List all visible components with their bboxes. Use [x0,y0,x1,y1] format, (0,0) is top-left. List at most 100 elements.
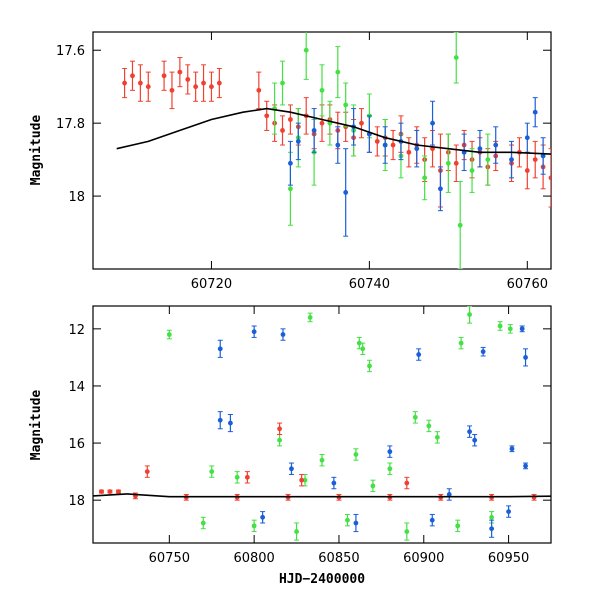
bottom-x-tick-label: 60900 [403,551,444,566]
top-red-point [264,113,270,119]
bottom-green-point [387,466,393,472]
bottom-red-point [277,426,282,432]
bottom-x-tick-label: 60950 [488,551,529,566]
bottom-red-point [244,474,250,480]
bottom-series-green [166,306,513,541]
top-red-point [169,87,175,93]
bottom-green-point [412,414,418,420]
top-y-tick-label: 17.8 [56,117,85,132]
bottom-y-tick-label: 12 [68,323,85,338]
bottom-green-point [319,457,325,463]
bottom-plot-frame [92,305,552,544]
top-blue-point [311,128,317,133]
bottom-blue-point [467,429,472,435]
top-red-point [406,149,412,155]
bottom-red-point [404,480,410,486]
top-blue-point [540,153,546,159]
bottom-y-tick-label: 14 [68,380,85,395]
bottom-green-point [426,423,432,429]
bottom-green-point [370,483,376,489]
top-red-point [453,160,459,166]
bottom-model-curve [93,493,551,498]
top-red-point [122,80,127,86]
top-y-tick-label: 17.6 [56,44,85,59]
top-y-axis-title: Magnitude [29,115,44,186]
top-blue-point [382,142,388,148]
bottom-blue-point [416,352,422,357]
bottom-blue-point [217,346,223,352]
bottom-plot-marks [93,306,551,541]
top-red-point [145,84,151,90]
bottom-green-point [353,452,359,457]
bottom-x-tick-label: 60800 [233,551,274,566]
bottom-green-point [302,477,308,483]
bottom-series-red [98,422,537,501]
bottom-green-point [367,363,372,369]
top-green-point [469,168,475,173]
bottom-blue-point [353,520,359,526]
bottom-blue-point [523,354,528,360]
top-red-point [185,77,191,82]
bottom-green-point [458,340,464,346]
bottom-blue-point [331,480,337,486]
top-red-point [532,157,538,163]
bottom-green-point [356,340,362,346]
bottom-green-point [294,529,299,534]
bottom-green-point [234,474,240,480]
top-green-point [457,222,463,228]
top-red-point [288,117,293,122]
bottom-blue-point [429,517,435,523]
bottom-blue-point [523,463,528,469]
bottom-green-point [307,315,313,320]
bottom-blue-point [289,466,294,472]
top-blue-point [532,109,538,115]
top-red-point [193,84,199,90]
bottom-green-point [404,529,410,534]
top-green-point [288,186,293,192]
top-blue-point [493,142,499,148]
top-model-curve [116,107,551,155]
top-x-tick-label: 60760 [507,277,548,292]
top-green-point [280,80,285,86]
bottom-green-point [489,514,495,520]
top-red-point [201,80,206,86]
top-blue-point [430,120,435,126]
bottom-green-point [200,520,206,526]
bottom-x-tick-label: 60750 [149,551,190,566]
bottom-blue-point [489,526,495,532]
top-series-blue [287,97,546,237]
bottom-red-point [299,477,305,483]
top-red-point [161,73,167,79]
top-green-point [343,102,349,108]
bottom-blue-point [228,420,233,426]
bottom-blue-point [280,332,286,337]
bottom-green-point [251,523,257,529]
top-red-point [280,128,285,133]
bottom-panel: 60750 60800 60850 60900 60950 12 14 16 18 Magnit… [29,305,552,587]
bottom-x-axis-title: HJD−2400000 [279,572,365,587]
top-red-point [177,69,183,75]
top-green-point [485,157,491,163]
bottom-green-point [277,437,282,443]
top-red-point [524,168,530,173]
top-plot-marks [116,32,551,269]
bottom-y-tick-label: 16 [68,437,85,452]
top-red-point [209,84,214,90]
bottom-blue-point [387,449,393,455]
bottom-y-tick-label: 18 [68,494,85,509]
top-blue-point [295,138,301,144]
bottom-red-point [116,489,121,495]
bottom-y-axis-title: Magnitude [29,390,44,461]
top-red-point [374,138,380,144]
bottom-blue-point [506,509,511,514]
top-red-point [359,120,364,126]
top-panel: 60720 60740 60760 17.6 17.8 18 Magnitude [29,31,552,292]
bottom-blue-point [251,329,257,335]
bottom-blue-point [446,492,452,497]
top-green-point [445,160,451,166]
bottom-green-point [507,326,513,332]
top-green-point [453,55,459,60]
top-red-point [216,80,222,86]
top-blue-point [335,142,341,148]
